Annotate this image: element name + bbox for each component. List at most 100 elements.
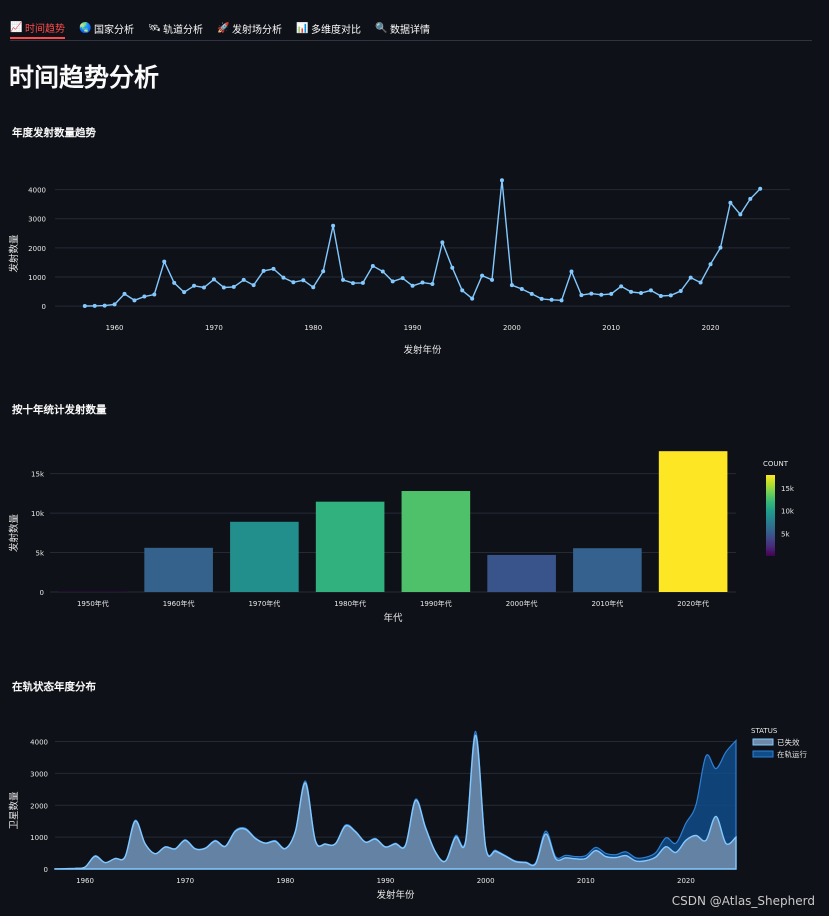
colorbar-tick-label: 15k bbox=[781, 485, 795, 493]
data-point bbox=[430, 282, 435, 287]
chart-title-annual: 年度发射数量趋势 bbox=[12, 127, 96, 139]
data-point bbox=[529, 291, 534, 296]
data-point bbox=[241, 277, 246, 282]
x-axis-label: 发射年份 bbox=[376, 889, 415, 901]
x-tick-label: 2000 bbox=[503, 324, 521, 332]
data-point bbox=[569, 269, 574, 274]
x-tick-label: 1990 bbox=[377, 877, 395, 885]
tab-label: 时间趋势 bbox=[25, 24, 65, 35]
data-point bbox=[132, 298, 137, 303]
satellite-icon: 🛰 bbox=[148, 23, 161, 34]
x-tick-label: 2010 bbox=[602, 324, 620, 332]
data-point bbox=[350, 281, 355, 286]
data-point bbox=[499, 178, 504, 183]
x-tick-label: 1950年代 bbox=[77, 599, 109, 608]
rocket-icon: 🚀 bbox=[217, 23, 230, 34]
tab-time-trend[interactable]: 📈 时间趋势 bbox=[10, 12, 65, 39]
data-point bbox=[748, 196, 753, 201]
data-point bbox=[92, 303, 97, 308]
data-point bbox=[678, 289, 683, 294]
legend-label: 已失效 bbox=[777, 737, 800, 747]
data-point bbox=[390, 279, 395, 284]
tab-country-analysis[interactable]: 🌏 国家分析 bbox=[79, 12, 134, 39]
data-point bbox=[231, 284, 236, 289]
data-point bbox=[112, 302, 117, 307]
data-point bbox=[509, 283, 514, 288]
tab-label: 轨道分析 bbox=[163, 25, 203, 36]
x-tick-label: 1970 bbox=[205, 324, 223, 332]
tab-launch-site-analysis[interactable]: 🚀 发射场分析 bbox=[217, 12, 282, 39]
data-point bbox=[370, 263, 375, 268]
y-tick-label: 0 bbox=[44, 866, 48, 874]
data-point bbox=[480, 273, 485, 278]
y-tick-label: 15k bbox=[31, 471, 45, 479]
y-tick-label: 10k bbox=[31, 510, 45, 518]
bar bbox=[144, 547, 213, 592]
data-point bbox=[380, 269, 385, 274]
bar bbox=[573, 548, 642, 592]
tab-data-details[interactable]: 🔍 数据详情 bbox=[375, 12, 430, 39]
colorbar-tick-label: 5k bbox=[781, 531, 790, 539]
tab-orbit-analysis[interactable]: 🛰 轨道分析 bbox=[148, 12, 203, 39]
x-tick-label: 1970 bbox=[176, 877, 194, 885]
y-axis-label: 发射数量 bbox=[8, 514, 20, 553]
y-tick-label: 0 bbox=[42, 303, 46, 311]
data-point bbox=[758, 186, 763, 191]
data-point bbox=[549, 297, 554, 302]
x-tick-label: 2020年代 bbox=[677, 599, 709, 608]
data-point bbox=[331, 223, 336, 228]
data-point bbox=[490, 277, 495, 282]
data-point bbox=[440, 240, 445, 245]
data-point bbox=[321, 269, 326, 274]
x-tick-label: 1980 bbox=[276, 877, 294, 885]
data-point bbox=[688, 275, 693, 280]
data-point bbox=[579, 293, 584, 298]
legend-swatch bbox=[752, 738, 774, 746]
data-point bbox=[698, 280, 703, 285]
series-line bbox=[84, 180, 761, 307]
data-point bbox=[162, 259, 167, 264]
x-tick-label: 1960 bbox=[106, 324, 124, 332]
x-tick-label: 1980年代 bbox=[334, 599, 366, 608]
data-point bbox=[251, 283, 256, 288]
x-tick-label: 2000 bbox=[477, 877, 495, 885]
data-point bbox=[211, 277, 216, 282]
data-point bbox=[718, 245, 723, 250]
page-title: 时间趋势分析 bbox=[9, 63, 160, 92]
data-point bbox=[291, 280, 296, 285]
data-point bbox=[301, 278, 306, 283]
chart-title-decade: 按十年统计发射数量 bbox=[12, 404, 107, 416]
data-point bbox=[201, 285, 206, 290]
legend-title: STATUS bbox=[751, 727, 778, 735]
data-point bbox=[400, 276, 405, 281]
y-tick-label: 2000 bbox=[28, 245, 46, 253]
tab-label: 数据详情 bbox=[390, 25, 430, 36]
legend-swatch bbox=[752, 750, 774, 758]
bar bbox=[658, 451, 728, 592]
chart-up-icon: 📈 bbox=[10, 22, 23, 33]
data-point bbox=[142, 294, 147, 299]
data-point bbox=[102, 303, 107, 308]
data-point bbox=[728, 200, 733, 205]
y-tick-label: 2000 bbox=[30, 802, 48, 810]
data-point bbox=[410, 283, 415, 288]
y-tick-label: 5k bbox=[35, 550, 44, 558]
colorbar-tick-label: 10k bbox=[781, 508, 795, 516]
data-point bbox=[341, 277, 346, 282]
data-point bbox=[599, 292, 604, 297]
data-point bbox=[639, 291, 644, 296]
data-point bbox=[559, 298, 564, 303]
x-axis-label: 年代 bbox=[383, 612, 403, 624]
x-tick-label: 1970年代 bbox=[248, 599, 280, 608]
chart-title-status: 在轨状态年度分布 bbox=[12, 681, 96, 693]
data-point bbox=[420, 280, 425, 285]
data-point bbox=[82, 304, 87, 309]
tab-multi-dimension[interactable]: 📊 多维度对比 bbox=[296, 12, 361, 39]
y-tick-label: 4000 bbox=[28, 187, 46, 195]
bar bbox=[401, 491, 471, 592]
data-point bbox=[609, 291, 614, 296]
data-point bbox=[460, 288, 465, 293]
x-tick-label: 2020 bbox=[677, 877, 695, 885]
y-tick-label: 4000 bbox=[30, 739, 48, 747]
